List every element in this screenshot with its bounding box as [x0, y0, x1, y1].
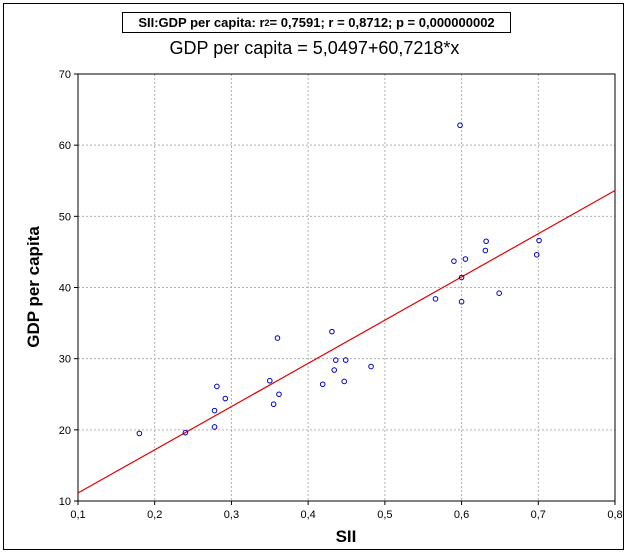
data-point	[266, 377, 273, 384]
axis-ticks: 0,1 0,2 0,3 0,4 0,5 0,6 0,7 0,8 10 20 30 40 50 60 70	[59, 69, 623, 521]
y-tick-label: 20	[59, 425, 71, 437]
data-point	[319, 381, 326, 388]
data-point	[533, 251, 540, 258]
data-point	[274, 335, 281, 341]
data-point	[136, 430, 143, 437]
data-point	[332, 357, 339, 363]
data-point	[496, 290, 502, 296]
data-point	[432, 296, 439, 302]
data-point	[342, 357, 349, 363]
stats-superscript: 2	[264, 17, 270, 28]
data-point	[329, 328, 335, 335]
data-point	[462, 256, 469, 262]
data-point	[458, 274, 465, 281]
data-point	[211, 424, 218, 430]
x-tick-label: 0,4	[300, 509, 315, 521]
data-point	[482, 247, 489, 254]
x-tick-label: 0,2	[147, 509, 162, 521]
data-point	[222, 395, 229, 402]
x-tick-label: 0,7	[531, 509, 546, 521]
grid	[78, 74, 615, 501]
data-point	[214, 383, 220, 390]
data-point	[331, 367, 338, 373]
y-tick-label: 40	[59, 283, 71, 295]
y-tick-label: 50	[59, 211, 71, 223]
stats-prefix: SII:GDP per capita: r	[138, 15, 265, 30]
x-tick-label: 0,1	[70, 509, 85, 521]
x-tick-label: 0,5	[377, 509, 392, 521]
data-point	[536, 237, 542, 244]
data-point	[451, 258, 457, 264]
stats-suffix: = 0,7591; r = 0,8712; p = 0,000000002	[269, 15, 495, 30]
data-point	[182, 429, 189, 436]
data-point	[457, 122, 463, 129]
data-point	[483, 238, 489, 245]
data-point	[341, 378, 347, 385]
y-axis-title: GDP per capita	[24, 226, 43, 348]
x-tick-label: 0,8	[607, 509, 622, 521]
data-point	[458, 298, 465, 305]
y-tick-label: 10	[59, 496, 71, 508]
regression-line	[77, 189, 616, 494]
y-tick-label: 30	[59, 354, 71, 366]
x-tick-label: 0,3	[224, 509, 239, 521]
data-point	[368, 363, 374, 370]
x-tick-label: 0,6	[454, 509, 469, 521]
y-tick-label: 60	[59, 140, 71, 152]
data-point	[276, 391, 282, 398]
y-tick-label: 70	[59, 69, 71, 81]
data-point	[211, 407, 218, 414]
data-points	[136, 122, 542, 437]
data-point	[270, 401, 277, 408]
x-axis-title: SII	[336, 527, 357, 546]
regression-line-group	[77, 189, 616, 494]
regression-equation: GDP per capita = 5,0497+60,7218*x	[169, 38, 460, 58]
